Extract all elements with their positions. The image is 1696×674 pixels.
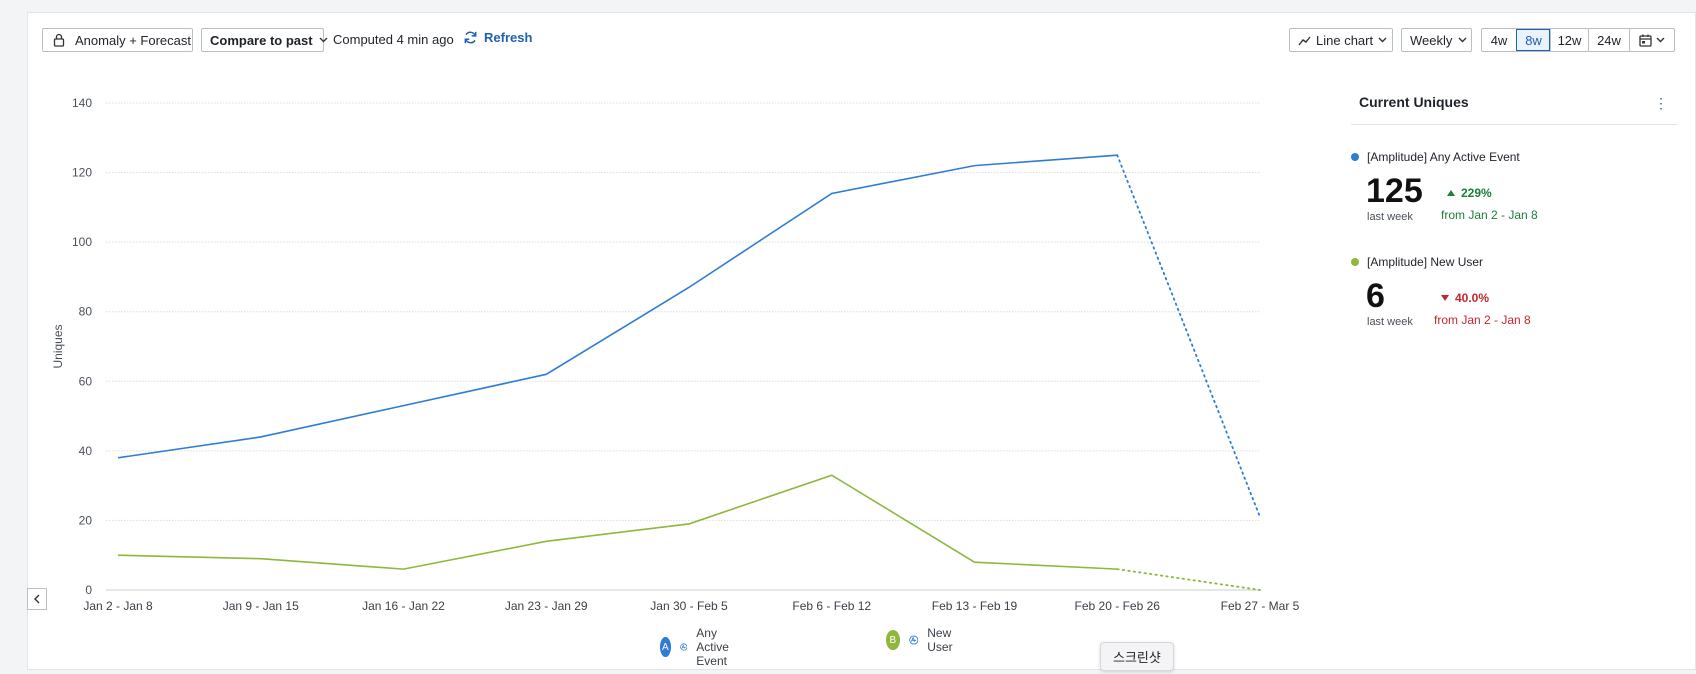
chevron-down-icon bbox=[1656, 37, 1665, 43]
y-tick-label: 0 bbox=[85, 583, 92, 597]
y-tick-label: 40 bbox=[79, 444, 93, 458]
chart-panel bbox=[27, 12, 1696, 670]
arrow-up-icon bbox=[1447, 190, 1455, 196]
metric-a-period: last week bbox=[1367, 211, 1413, 223]
y-tick-label: 100 bbox=[72, 235, 92, 249]
refresh-button[interactable]: Refresh bbox=[463, 30, 532, 45]
metric-b-dot bbox=[1351, 258, 1359, 266]
y-tick-label: 120 bbox=[72, 166, 92, 180]
metric-b-period: last week bbox=[1367, 316, 1413, 328]
metric-a-dot bbox=[1351, 153, 1359, 161]
line-chart-icon bbox=[1298, 36, 1311, 45]
x-tick-label: Feb 20 - Feb 26 bbox=[1075, 599, 1161, 613]
screenshot-tooltip: 스크린샷 bbox=[1100, 642, 1174, 671]
metric-a-change: 229% bbox=[1447, 186, 1492, 200]
range-12w[interactable]: 12w bbox=[1550, 29, 1588, 51]
chevron-left-icon bbox=[34, 594, 40, 604]
x-tick-label: Jan 30 - Feb 5 bbox=[650, 599, 728, 613]
sidebar-divider bbox=[1351, 124, 1678, 125]
legend-label-b: New User bbox=[927, 626, 953, 654]
amplitude-icon bbox=[908, 635, 919, 645]
metric-a-pct: 229% bbox=[1461, 186, 1492, 200]
chart-type-dropdown[interactable]: Line chart bbox=[1289, 28, 1393, 52]
legend-item-b[interactable]: B New User bbox=[886, 626, 963, 654]
series-forecast-a bbox=[1116, 154, 1261, 518]
metric-b-value: 6 bbox=[1366, 277, 1385, 315]
metric-a-name: [Amplitude] Any Active Event bbox=[1367, 150, 1520, 164]
metric-a-value: 125 bbox=[1366, 172, 1423, 210]
y-tick-label: 20 bbox=[79, 513, 93, 527]
metric-b-from: from Jan 2 - Jan 8 bbox=[1434, 313, 1531, 327]
compare-label: Compare to past bbox=[210, 32, 313, 48]
chevron-down-icon bbox=[1458, 37, 1467, 43]
lock-icon bbox=[53, 33, 65, 47]
x-tick-label: Feb 27 - Mar 5 bbox=[1221, 599, 1300, 613]
chart-type-label: Line chart bbox=[1316, 32, 1374, 48]
y-axis-label: Uniques bbox=[51, 324, 65, 368]
compare-to-past-dropdown[interactable]: Compare to past bbox=[201, 28, 328, 52]
y-tick-label: 60 bbox=[79, 374, 93, 388]
legend-label-a: Any Active Event bbox=[696, 626, 729, 668]
x-tick-label: Jan 2 - Jan 8 bbox=[83, 599, 153, 613]
amplitude-icon bbox=[679, 643, 688, 651]
x-tick-label: Feb 13 - Feb 19 bbox=[932, 599, 1018, 613]
x-tick-label: Jan 16 - Jan 22 bbox=[362, 599, 445, 613]
refresh-label: Refresh bbox=[484, 30, 533, 45]
x-tick-label: Jan 23 - Jan 29 bbox=[505, 599, 588, 613]
y-tick-label: 140 bbox=[72, 96, 92, 110]
more-options-icon[interactable]: ⋮ bbox=[1654, 95, 1668, 111]
range-8w[interactable]: 8w bbox=[1516, 29, 1550, 51]
sidebar-title: Current Uniques bbox=[1359, 94, 1469, 110]
interval-label: Weekly bbox=[1410, 32, 1453, 48]
anomaly-forecast-label: Anomaly + Forecast bbox=[75, 32, 191, 48]
x-tick-label: Jan 9 - Jan 15 bbox=[223, 599, 299, 613]
series-forecast-b bbox=[1116, 568, 1261, 591]
range-selector: 4w 8w 12w 24w bbox=[1481, 28, 1675, 52]
computed-status: Computed 4 min ago bbox=[333, 32, 454, 47]
series-line-a bbox=[117, 154, 1118, 459]
metric-b-change: 40.0% bbox=[1441, 291, 1489, 305]
legend-badge-b: B bbox=[886, 630, 900, 650]
refresh-icon bbox=[464, 31, 477, 44]
series-line-b bbox=[117, 474, 1118, 570]
legend-badge-a: A bbox=[660, 637, 671, 657]
arrow-down-icon bbox=[1441, 295, 1449, 301]
range-4w[interactable]: 4w bbox=[1490, 32, 1508, 48]
range-24w[interactable]: 24w bbox=[1588, 29, 1629, 51]
y-tick-label: 80 bbox=[79, 305, 93, 319]
x-tick-label: Feb 6 - Feb 12 bbox=[792, 599, 871, 613]
legend-item-a[interactable]: A Any Active Event bbox=[660, 626, 745, 668]
collapse-panel-button[interactable] bbox=[27, 588, 47, 610]
chevron-down-icon bbox=[1378, 37, 1387, 43]
calendar-icon bbox=[1639, 34, 1652, 47]
metric-b-pct: 40.0% bbox=[1455, 291, 1490, 305]
chevron-down-icon bbox=[319, 37, 328, 43]
interval-dropdown[interactable]: Weekly bbox=[1401, 28, 1472, 52]
metric-b-name: [Amplitude] New User bbox=[1367, 255, 1484, 269]
metric-a-from: from Jan 2 - Jan 8 bbox=[1441, 208, 1538, 222]
anomaly-forecast-button[interactable]: Anomaly + Forecast bbox=[42, 28, 193, 52]
date-picker-button[interactable] bbox=[1629, 29, 1674, 51]
